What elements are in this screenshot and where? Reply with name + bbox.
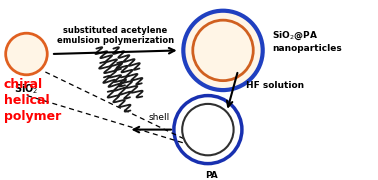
Ellipse shape [183, 11, 263, 90]
Text: SiO$_2$@PA
nanoparticles: SiO$_2$@PA nanoparticles [272, 30, 342, 53]
Text: SiO$_2$: SiO$_2$ [14, 82, 39, 96]
Text: PA
hollow nanoparticles: PA hollow nanoparticles [158, 171, 265, 180]
Text: chiral
helical
polymer: chiral helical polymer [4, 78, 61, 123]
Ellipse shape [6, 33, 47, 75]
Text: HF solution: HF solution [246, 81, 304, 90]
Text: substituted acetylene
emulsion polymerization: substituted acetylene emulsion polymeriz… [57, 26, 174, 45]
Ellipse shape [174, 96, 242, 164]
Ellipse shape [193, 20, 253, 81]
Ellipse shape [182, 104, 234, 155]
Text: shell: shell [148, 113, 169, 122]
